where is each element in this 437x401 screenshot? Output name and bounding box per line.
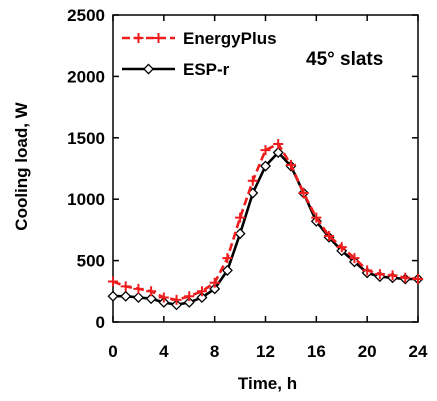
data-point xyxy=(247,175,258,186)
data-point xyxy=(158,292,169,303)
x-tick-label: 8 xyxy=(210,342,219,361)
data-point xyxy=(142,63,155,75)
x-axis: 0 4 8 12 16 20 24 xyxy=(108,15,428,361)
y-axis: 0 500 1000 1500 2000 2500 xyxy=(67,6,418,332)
data-point xyxy=(400,272,411,283)
series-energyplus xyxy=(108,138,423,305)
data-point xyxy=(183,296,195,308)
x-tick-label: 0 xyxy=(108,342,117,361)
y-tick-label: 1500 xyxy=(67,129,105,148)
y-tick-label: 0 xyxy=(96,313,105,332)
data-point xyxy=(324,231,335,242)
series-layer xyxy=(107,138,424,311)
data-point xyxy=(235,212,246,223)
data-point xyxy=(107,290,119,302)
data-point xyxy=(108,276,118,287)
data-point xyxy=(132,291,144,303)
data-point xyxy=(387,270,398,281)
data-point xyxy=(120,281,131,292)
data-point xyxy=(349,253,360,264)
data-point xyxy=(222,253,233,264)
x-tick-label: 12 xyxy=(256,342,275,361)
y-tick-label: 2500 xyxy=(67,6,105,25)
legend-label: EnergyPlus xyxy=(183,29,277,48)
data-point xyxy=(272,147,284,159)
y-tick-label: 2000 xyxy=(67,67,105,86)
series-esp-r xyxy=(107,147,424,311)
data-point xyxy=(184,291,195,302)
data-point xyxy=(145,293,157,305)
y-axis-title: Cooling load, W xyxy=(12,101,31,230)
data-point xyxy=(259,160,272,172)
data-point xyxy=(146,286,157,297)
x-axis-title: Time, h xyxy=(238,374,297,393)
series-line xyxy=(113,151,418,307)
data-point xyxy=(133,33,144,43)
data-point xyxy=(120,290,132,302)
legend: EnergyPlus ESP-r xyxy=(122,29,277,79)
data-point xyxy=(221,264,233,276)
data-point xyxy=(285,159,296,170)
y-tick-label: 1000 xyxy=(67,190,105,209)
data-point xyxy=(311,212,322,223)
data-point xyxy=(196,291,208,303)
data-point xyxy=(209,277,220,288)
data-point xyxy=(196,286,207,297)
data-point xyxy=(362,265,373,276)
data-point xyxy=(336,242,347,253)
data-point xyxy=(298,188,309,199)
legend-item: ESP-r xyxy=(122,60,230,79)
x-tick-label: 16 xyxy=(307,342,326,361)
data-point xyxy=(153,33,164,43)
chart-annotation: 45° slats xyxy=(306,49,383,70)
x-tick-label: 24 xyxy=(409,342,428,361)
data-point xyxy=(413,274,423,285)
data-point xyxy=(273,138,284,149)
data-point xyxy=(133,283,144,294)
legend-label: ESP-r xyxy=(183,60,230,79)
x-tick-label: 20 xyxy=(358,342,377,361)
data-point xyxy=(260,145,271,156)
data-point xyxy=(209,283,221,295)
data-point xyxy=(171,294,182,305)
data-point xyxy=(234,228,246,240)
data-point xyxy=(374,269,385,280)
x-tick-label: 4 xyxy=(159,342,169,361)
legend-item: EnergyPlus xyxy=(122,29,277,48)
y-tick-label: 500 xyxy=(77,252,105,271)
